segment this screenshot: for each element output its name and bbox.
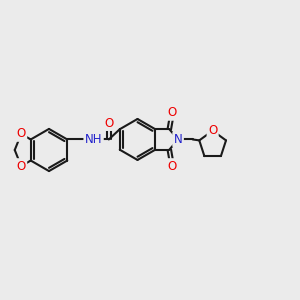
Text: O: O <box>16 160 26 172</box>
Text: O: O <box>167 160 176 172</box>
Text: NH: NH <box>85 133 102 146</box>
Text: O: O <box>104 117 113 130</box>
Text: O: O <box>208 124 217 137</box>
Text: O: O <box>16 128 26 140</box>
Text: N: N <box>174 133 182 146</box>
Text: O: O <box>167 106 176 119</box>
